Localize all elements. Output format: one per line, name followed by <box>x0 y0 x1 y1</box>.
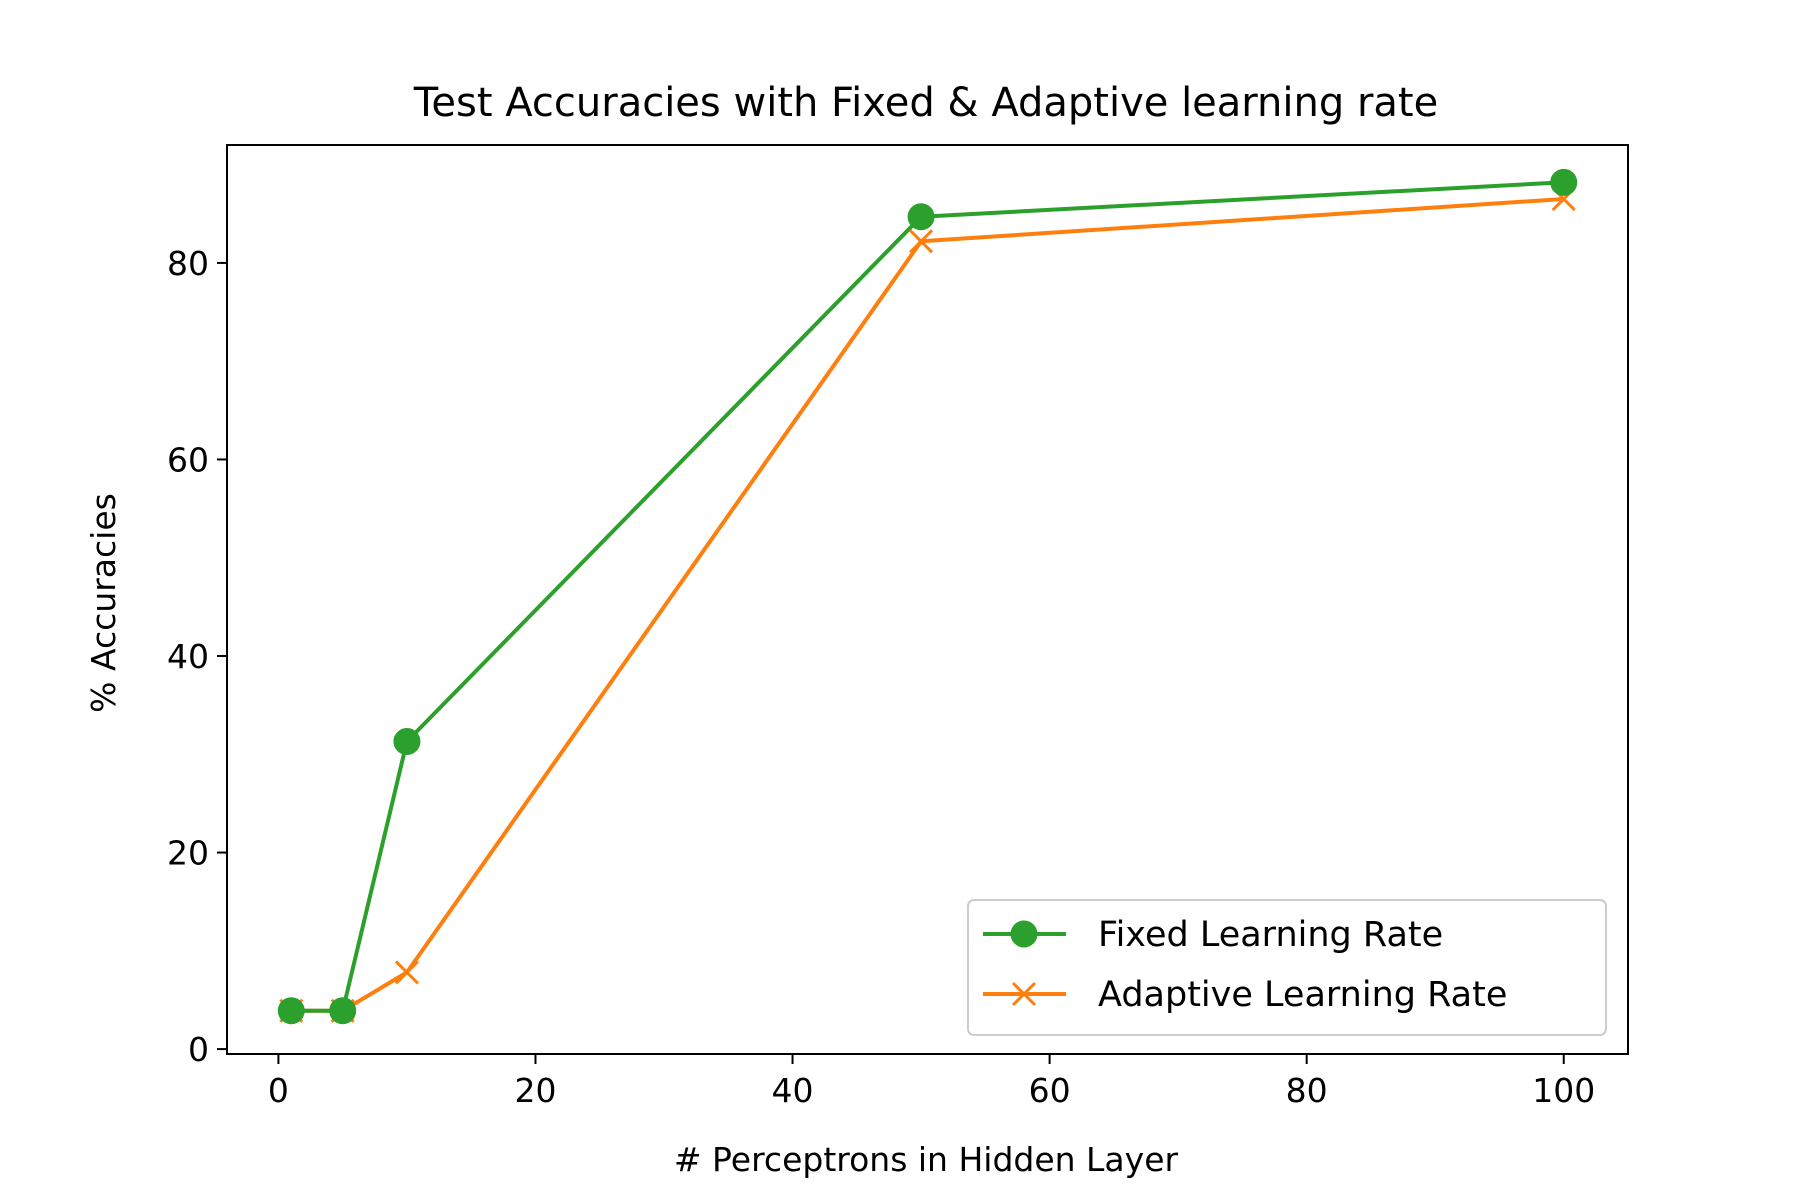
legend-label-1: Adaptive Learning Rate <box>1098 975 1507 1015</box>
y-tick-label-2: 40 <box>167 637 209 676</box>
data-point-s0-3 <box>907 203 935 231</box>
data-point-s1-2-stroke-b <box>394 960 420 985</box>
x-axis-label: # Perceptrons in Hidden Layer <box>674 1140 1179 1179</box>
x-tick-label-3: 60 <box>1029 1071 1071 1110</box>
data-point-s0-4 <box>1550 168 1578 196</box>
y-axis-label: % Accuracies <box>84 493 123 713</box>
x-tick-label-4: 80 <box>1286 1071 1328 1110</box>
x-tick-label-1: 20 <box>514 1071 556 1110</box>
y-tick-label-0: 0 <box>188 1030 209 1069</box>
series-line-1 <box>291 197 1564 1013</box>
y-tick-label-4: 80 <box>167 244 209 283</box>
legend: Fixed Learning Rate Adaptive Learning Rat… <box>967 899 1607 1036</box>
y-tick-label-3: 60 <box>167 440 209 479</box>
axes-frame <box>226 144 1629 1055</box>
chart-title: Test Accuracies with Fixed & Adaptive le… <box>413 80 1438 126</box>
data-point-s0-2 <box>393 728 421 756</box>
data-point-s0-0 <box>277 997 305 1025</box>
data-point-s1-3 <box>909 229 934 254</box>
x-tick-label-5: 100 <box>1532 1071 1595 1110</box>
series-line-0 <box>291 180 1564 1013</box>
data-point-s0-1 <box>329 997 357 1025</box>
plot-area: 0 20 40 60 80 100 0 20 40 60 80 <box>167 144 1629 1110</box>
x-tick-label-2: 40 <box>772 1071 814 1110</box>
legend-marker-0 <box>1010 920 1038 948</box>
legend-marker-1-stroke-b <box>1011 981 1037 1007</box>
data-point-s1-3-stroke-b <box>909 229 934 254</box>
legend-marker-1 <box>1011 981 1037 1007</box>
x-tick-label-0: 0 <box>268 1071 289 1110</box>
y-tick-label-1: 20 <box>167 834 209 873</box>
data-point-s1-2 <box>394 960 420 985</box>
legend-label-0: Fixed Learning Rate <box>1098 915 1443 955</box>
legend-box <box>967 899 1607 1036</box>
